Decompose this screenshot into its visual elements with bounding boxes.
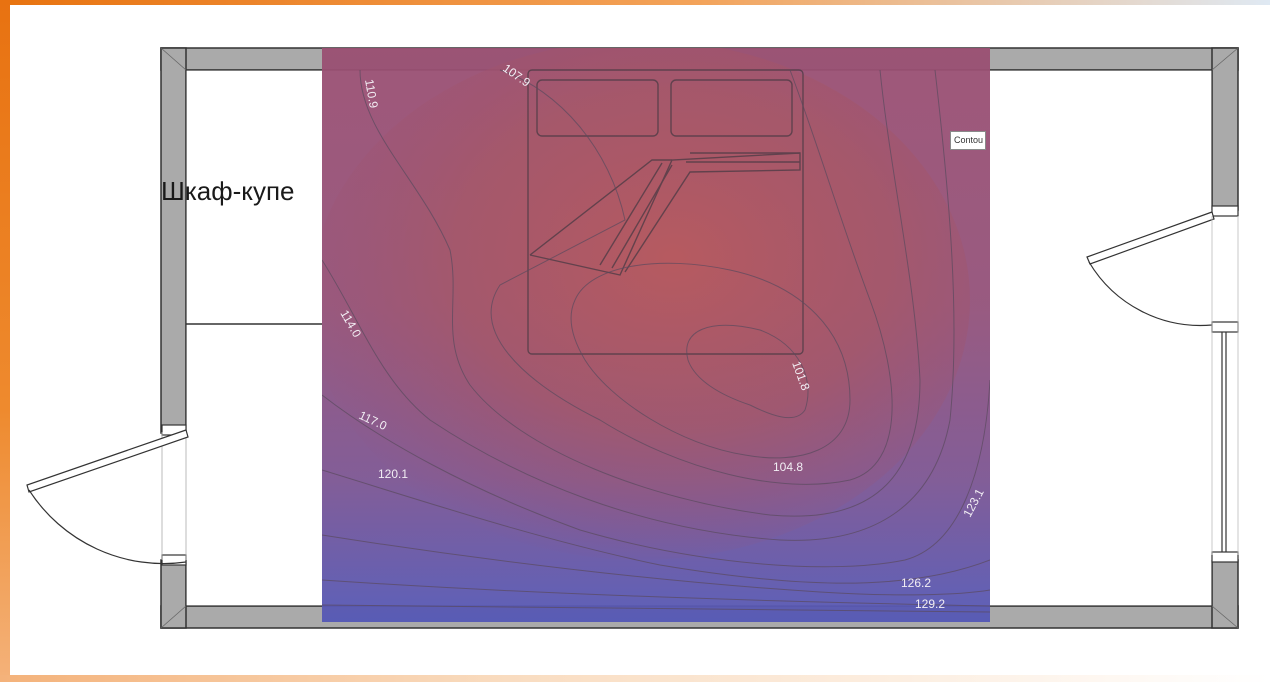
frame-top-border: [0, 0, 1270, 5]
contour-label-126-2: 126.2: [901, 576, 931, 590]
heatmap-overlay: 110.9 107.9 114.0 101.8 117.0 120.1 104.…: [322, 48, 990, 622]
contour-label-129-2: 129.2: [915, 597, 945, 611]
closet-label: Шкаф-купе: [161, 176, 295, 206]
contour-tooltip: Contou: [950, 131, 986, 150]
frame-bottom-border: [0, 675, 1270, 682]
left-door: [26, 424, 189, 566]
right-door: [1086, 205, 1239, 563]
contour-label-120-1: 120.1: [378, 467, 408, 481]
frame-left-border: [0, 0, 10, 682]
bed: [527, 69, 804, 355]
contour-label-104-8: 104.8: [773, 460, 803, 474]
contour-lines: [322, 69, 990, 613]
contour-label-110-9: 110.9: [362, 78, 381, 109]
